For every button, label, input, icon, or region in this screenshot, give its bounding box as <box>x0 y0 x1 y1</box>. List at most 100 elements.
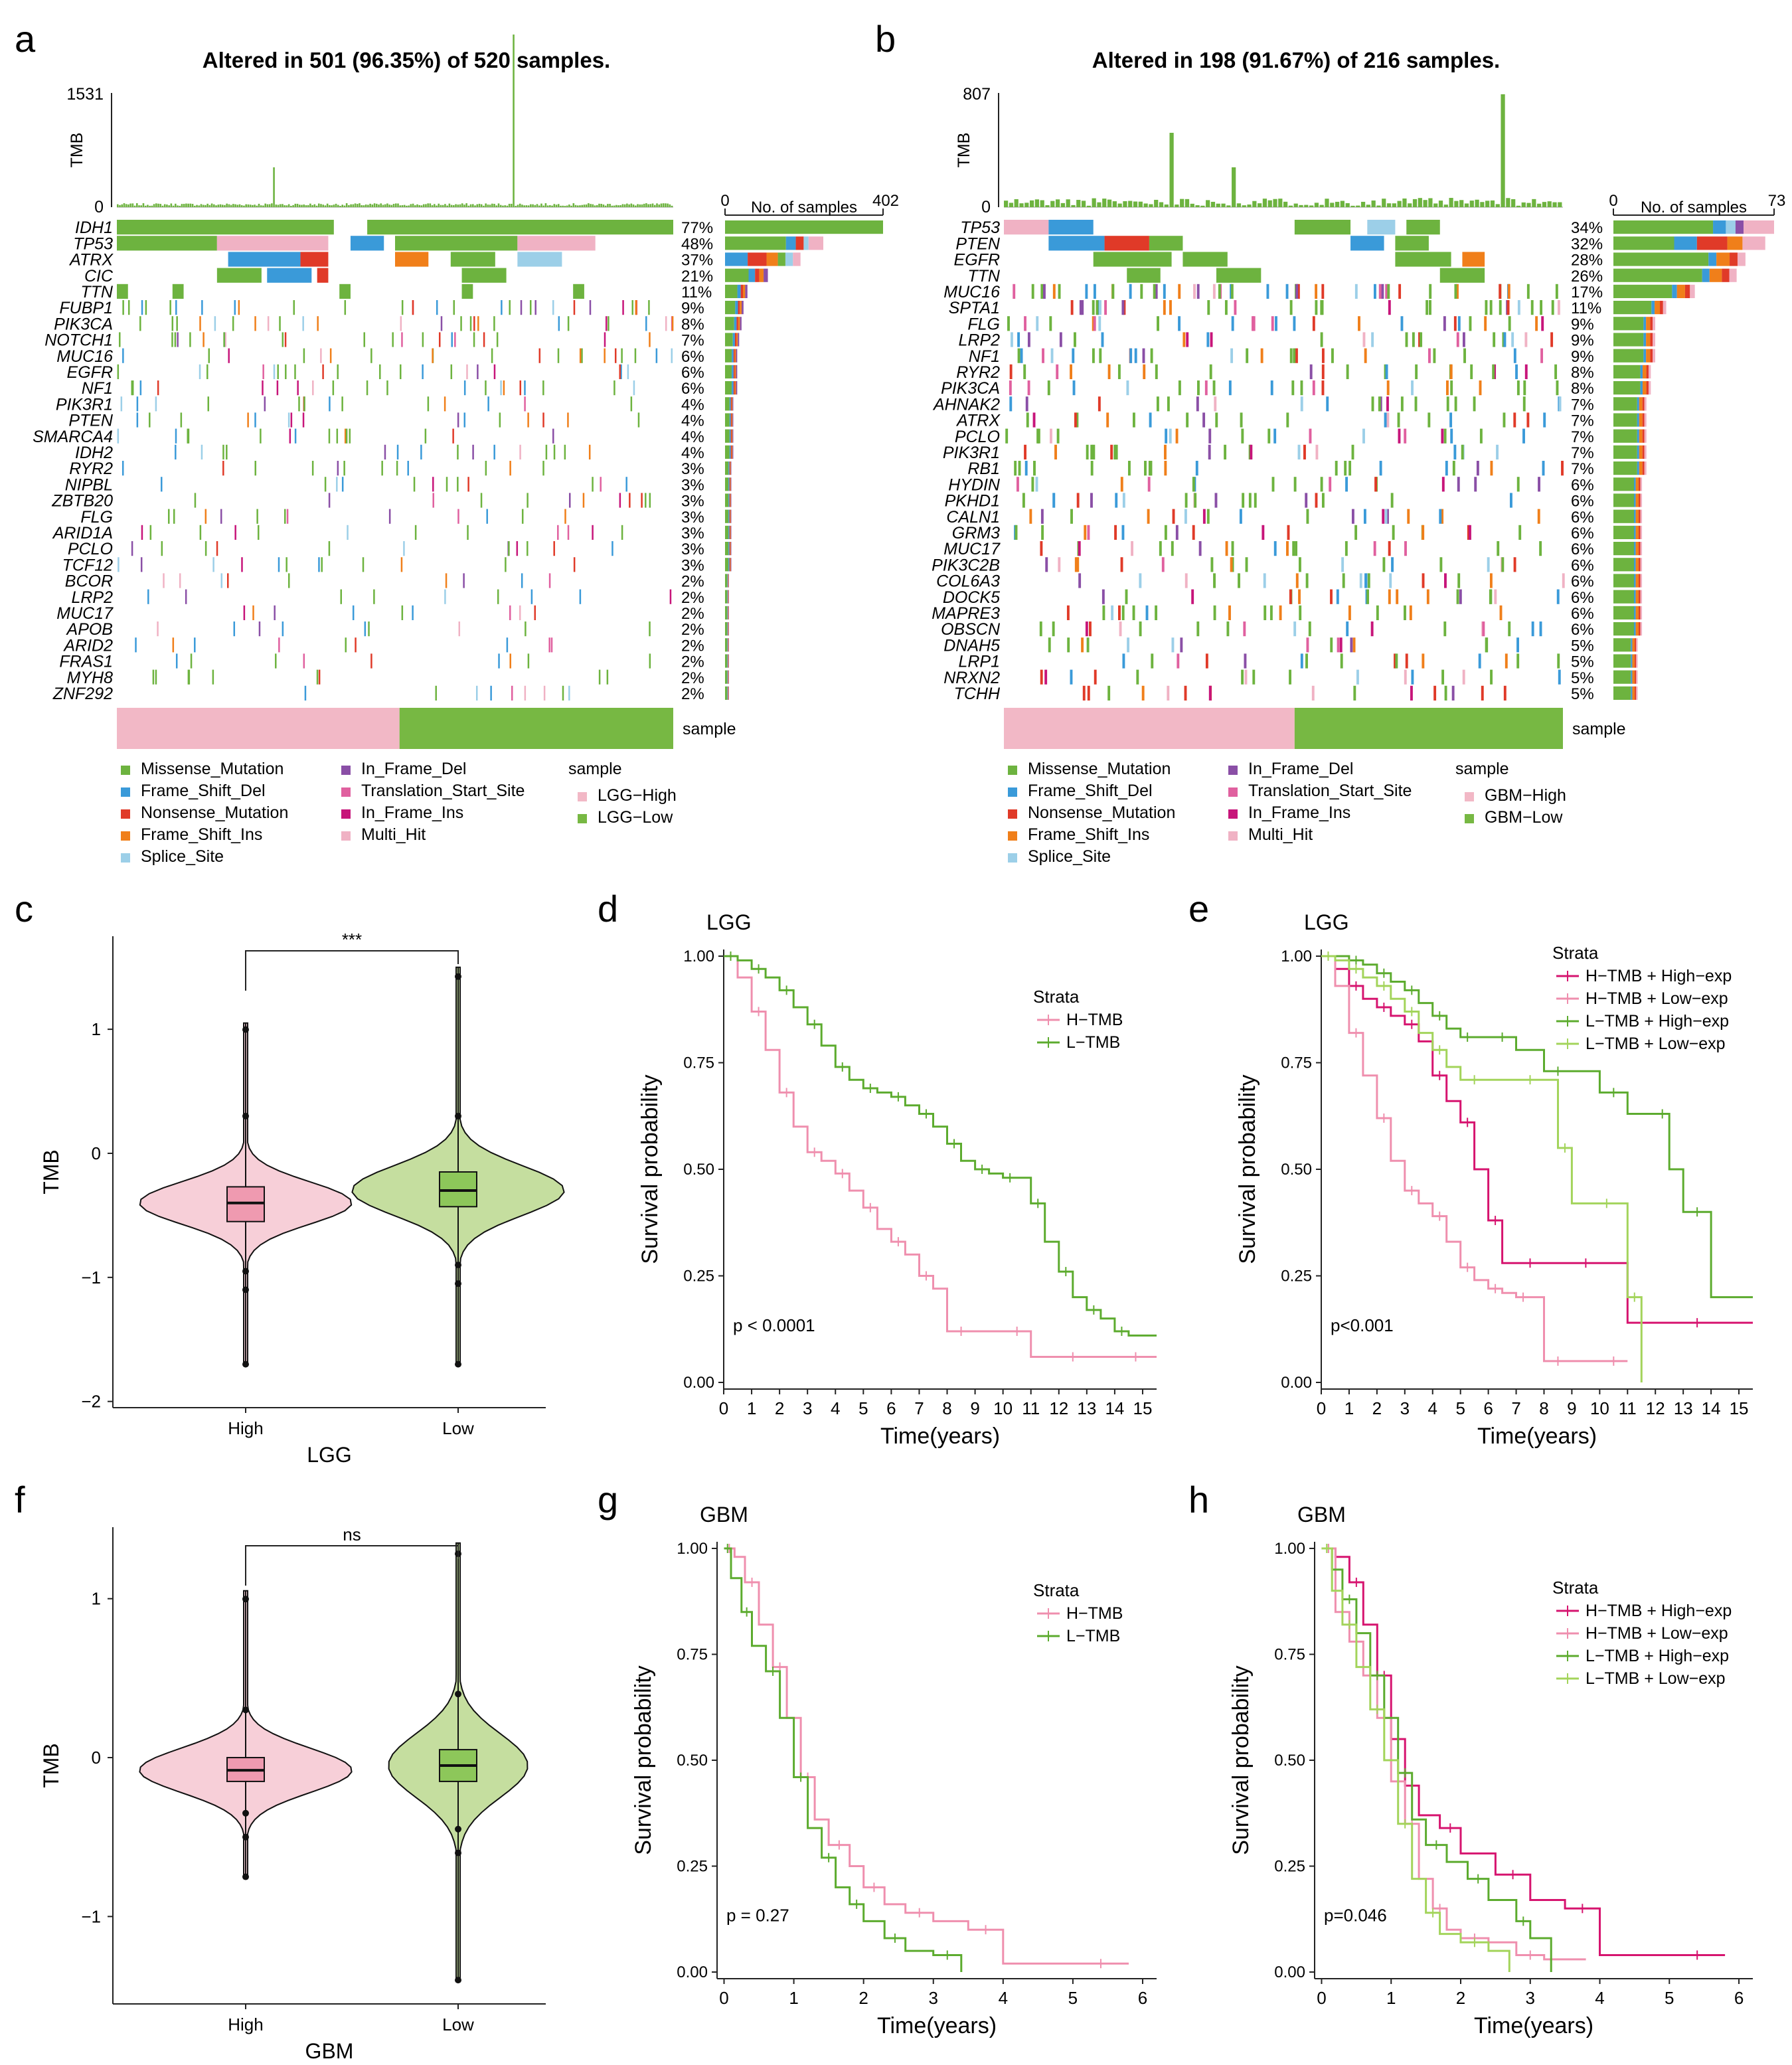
tmb-bar <box>1210 201 1216 207</box>
tmb-bar <box>1459 200 1464 207</box>
count-bar-segment <box>1702 268 1710 282</box>
mutation-cell <box>302 412 305 428</box>
mutation-cell <box>1093 316 1096 331</box>
count-bar-segment <box>727 686 728 700</box>
mutation-cell <box>1094 669 1097 685</box>
sample-annot-label: sample <box>683 720 736 738</box>
mutation-cell <box>174 332 177 347</box>
significance-label: *** <box>342 930 362 950</box>
count-bar-segment <box>1650 333 1653 347</box>
mutation-cell <box>1463 348 1466 363</box>
mutation-cell <box>1127 637 1130 653</box>
mutation-cell <box>1036 316 1039 331</box>
x-tick-label: 7 <box>914 1398 924 1418</box>
tmb-bar <box>1076 200 1081 207</box>
gene-label: MUC16 <box>56 347 113 366</box>
count-bar-segment <box>1638 558 1641 572</box>
outlier-point <box>242 1286 249 1293</box>
mutation-cell <box>222 461 224 476</box>
x-tick-label: 0 <box>1317 1988 1326 2008</box>
mutation-cell <box>1346 364 1349 379</box>
x-tick-label: 7 <box>1511 1398 1520 1418</box>
gene-percent: 7% <box>681 332 704 350</box>
mutation-cell <box>1208 428 1212 444</box>
mutation-cell <box>233 621 236 637</box>
tmb-bar <box>1433 203 1438 207</box>
tmb-bar <box>157 203 159 207</box>
tmb-bar <box>1402 198 1407 207</box>
tmb-bar <box>149 205 151 207</box>
mutation-cell <box>1446 396 1449 412</box>
mutation-cell <box>553 444 556 459</box>
tmb-bar <box>224 205 226 207</box>
tmb-bar <box>221 205 224 207</box>
mutation-block <box>1439 268 1485 283</box>
tmb-bar <box>489 205 491 207</box>
tmb-bar <box>136 203 138 207</box>
mutation-cell <box>1501 557 1505 572</box>
count-bar-segment <box>1709 268 1722 282</box>
mutation-cell <box>145 300 147 315</box>
mutation-cell <box>1191 589 1194 604</box>
tmb-bar <box>538 205 540 207</box>
mutation-cell <box>451 332 453 347</box>
mutation-block <box>267 268 312 283</box>
count-bar-segment <box>1640 365 1643 378</box>
tmb-bar <box>198 205 201 207</box>
gene-label: CALN1 <box>946 508 1000 527</box>
mutation-cell <box>613 380 615 396</box>
mutation-cell <box>1149 461 1153 476</box>
outlier-point <box>242 1361 249 1368</box>
mutation-cell <box>232 316 234 331</box>
mutation-cell <box>475 685 478 701</box>
gene-percent: 6% <box>1571 509 1594 527</box>
mutation-cell <box>345 428 348 444</box>
tmb-bar <box>436 205 438 207</box>
count-bar-segment <box>728 670 729 684</box>
mutation-cell <box>1456 332 1459 347</box>
count-bar-segment <box>728 606 729 620</box>
x-tick-label: 2 <box>775 1398 784 1418</box>
x-tick-label: 2 <box>1372 1398 1382 1418</box>
gene-label: PIK3R1 <box>943 444 1000 462</box>
panel-letter-h: h <box>1188 1479 1209 1521</box>
sample-annot-label: sample <box>1572 720 1626 738</box>
tmb-bar <box>384 204 386 207</box>
mutation-cell <box>1285 284 1289 299</box>
mutation-cell <box>1443 621 1447 637</box>
mutation-cell <box>1202 412 1206 428</box>
tmb-bar <box>1314 203 1319 207</box>
mutation-cell <box>635 300 637 315</box>
mutation-cell <box>493 364 496 379</box>
count-bar-segment <box>1655 301 1661 315</box>
tmb-bar <box>598 203 600 207</box>
mutation-cell <box>1025 396 1028 412</box>
count-bar-segment <box>1696 236 1728 250</box>
mutation-cell <box>1082 685 1086 701</box>
mutation-cell <box>355 637 357 653</box>
tmb-bar <box>337 205 339 207</box>
gene-percent: 6% <box>1571 525 1594 542</box>
gene-label: DOCK5 <box>943 588 1000 607</box>
legend-title: Strata <box>1552 943 1599 963</box>
count-bar-segment <box>1643 317 1647 331</box>
tmb-bar <box>639 204 641 207</box>
mutation-cell <box>1107 364 1111 379</box>
mutation-cell <box>1457 477 1460 492</box>
mutation-cell <box>1362 332 1366 347</box>
mutation-cell <box>1308 621 1311 637</box>
x-tick-label: 3 <box>1526 1988 1535 2008</box>
count-bar-segment <box>759 268 764 282</box>
x-tick-label: 13 <box>1674 1398 1693 1418</box>
x-tick-label: 13 <box>1077 1398 1096 1418</box>
count-bar-segment <box>728 574 729 588</box>
tmb-bar <box>553 204 556 207</box>
tmb-bar <box>1480 202 1485 207</box>
tmb-bar <box>363 205 365 207</box>
mutation-cell <box>373 589 375 604</box>
mutation-cell <box>589 300 592 315</box>
mutation-cell <box>1386 509 1389 524</box>
mutation-cell <box>1184 509 1187 524</box>
mutation-block <box>1395 236 1429 251</box>
sample-annot-low <box>399 708 673 749</box>
